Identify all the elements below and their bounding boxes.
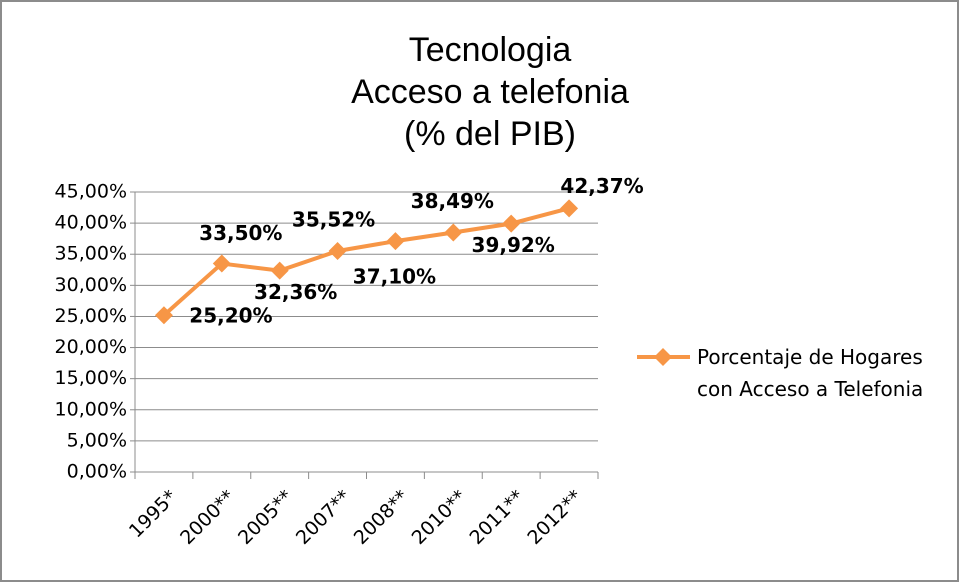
- chart-title: Tecnologia: [409, 31, 572, 69]
- y-tick-label: 5,00%: [67, 429, 127, 451]
- line: [162, 206, 570, 317]
- marker: [154, 306, 173, 325]
- y-tick-label: 25,00%: [55, 305, 127, 327]
- data-label: 25,20%: [189, 304, 272, 328]
- data-label: 33,50%: [199, 221, 282, 245]
- legend-label: Porcentaje de Hogares con Acceso a Telef…: [697, 345, 924, 401]
- data-label: 32,36%: [254, 280, 337, 304]
- y-tick-label: 15,00%: [55, 367, 127, 389]
- data-label: 35,52%: [292, 207, 375, 231]
- data-label: 42,37%: [560, 174, 643, 198]
- y-tick-label: 0,00%: [67, 461, 127, 483]
- chart-title: (% del PIB): [404, 115, 576, 153]
- chart-title: Acceso a telefonia: [351, 73, 629, 111]
- marker: [328, 241, 347, 260]
- marker: [444, 223, 463, 242]
- marker: [386, 232, 405, 251]
- y-tick-label: 30,00%: [55, 274, 127, 296]
- marker: [502, 214, 521, 233]
- marker: [212, 254, 231, 273]
- y-tick-label: 10,00%: [55, 398, 127, 420]
- legend-marker: [654, 348, 672, 366]
- y-tick-label: 40,00%: [55, 212, 127, 234]
- marker: [270, 261, 289, 280]
- data-label: 38,49%: [411, 189, 494, 213]
- marker: [560, 199, 579, 218]
- y-tick-label: 20,00%: [55, 336, 127, 358]
- y-tick-label: 35,00%: [55, 243, 127, 265]
- data-label: 37,10%: [353, 265, 436, 289]
- data-label: 39,92%: [472, 233, 555, 257]
- y-tick-label: 45,00%: [55, 181, 127, 203]
